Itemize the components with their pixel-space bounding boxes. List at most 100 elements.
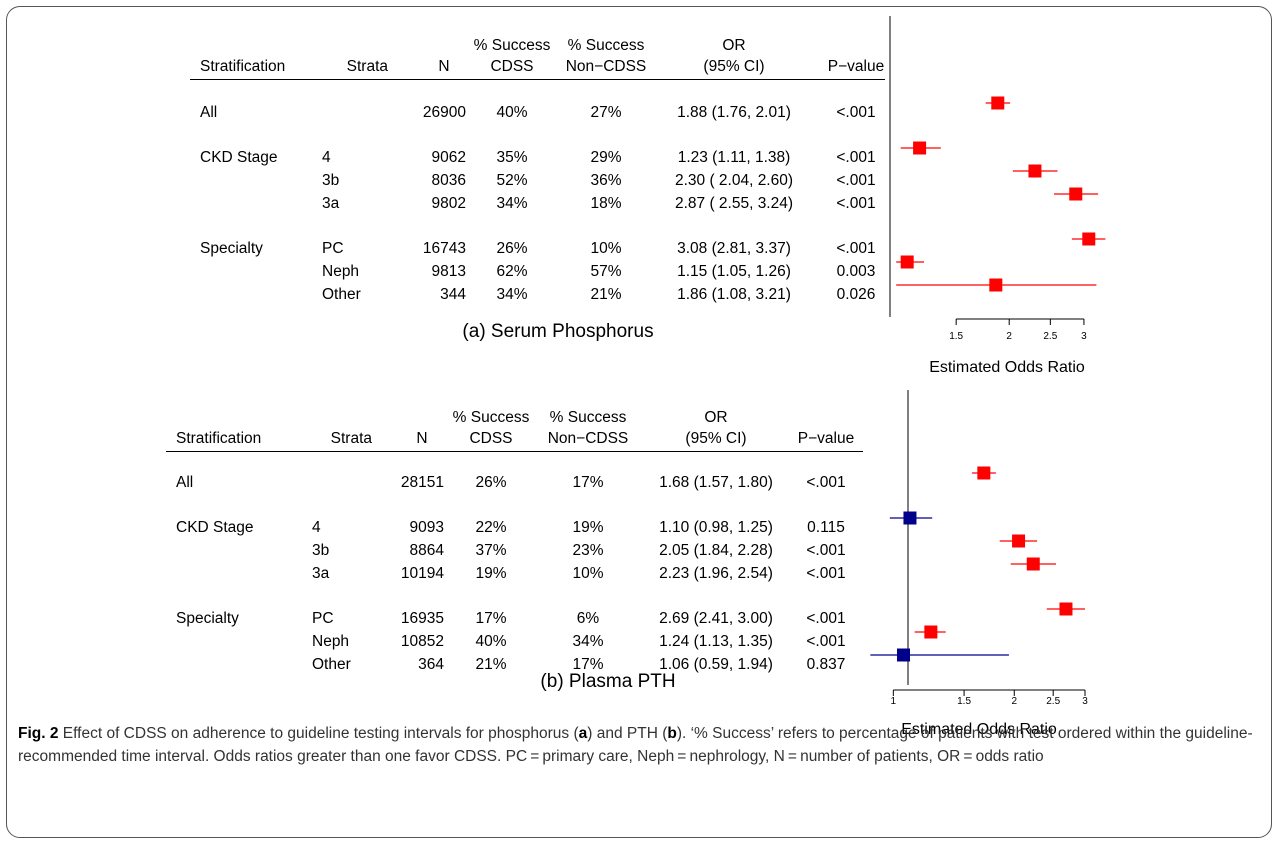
figure-frame — [6, 6, 1272, 838]
row-strata: 3a — [312, 565, 330, 582]
x-tick-label: 2.5 — [1043, 331, 1057, 342]
row-n: 9813 — [431, 263, 466, 280]
row-pvalue: <.001 — [806, 565, 846, 582]
row-or-ci: 2.30 ( 2.04, 2.60) — [674, 172, 794, 189]
header-stratification: Stratification — [176, 430, 262, 447]
row-noncdss-success: 57% — [590, 263, 622, 280]
row-pvalue: <.001 — [836, 240, 876, 257]
row-pvalue: 0.003 — [836, 263, 876, 280]
row-pvalue: <.001 — [836, 104, 876, 121]
row-n: 10194 — [400, 565, 444, 582]
row-n: 8864 — [409, 542, 444, 559]
row-cdss-success: 34% — [496, 195, 528, 212]
forest-plot: 1 1.5 2 2.5 3 Estimated Odds Ratio — [870, 390, 1088, 738]
row-cdss-success: 40% — [475, 633, 507, 650]
row-or-ci: 2.23 (1.96, 2.54) — [659, 565, 773, 582]
row-cdss-success: 17% — [475, 610, 507, 627]
estimate-marker — [1026, 557, 1040, 571]
caption-text: Effect of CDSS on adherence to guideline… — [18, 725, 1253, 765]
row-pvalue: <.001 — [806, 633, 846, 650]
header-noncdss-line2: Non−CDSS — [565, 58, 647, 75]
header-noncdss-line1: % Success — [549, 409, 627, 426]
row-strata: Neph — [312, 633, 350, 650]
estimate-marker — [1059, 602, 1073, 616]
panel-a: Stratification Strata N % Success CDSS % Succ… — [0, 0, 1281, 380]
row-or-ci: 1.06 (0.59, 1.94) — [659, 656, 773, 673]
caption-part: a — [578, 725, 588, 742]
row-or-ci: 1.24 (1.13, 1.35) — [659, 633, 773, 650]
row-n: 344 — [440, 286, 466, 303]
row-pvalue: 0.837 — [806, 656, 846, 673]
row-cdss-success: 40% — [496, 104, 528, 121]
row-pvalue: <.001 — [836, 149, 876, 166]
row-cdss-success: 34% — [496, 286, 528, 303]
row-pvalue: 0.026 — [836, 286, 876, 303]
row-n: 364 — [418, 656, 444, 673]
row-pvalue: 0.115 — [807, 519, 845, 536]
forest-plot: 1.5 2 2.5 3 Estimated Odds Ratio — [889, 16, 1106, 376]
row-noncdss-success: 34% — [572, 633, 604, 650]
panel-subtitle: (b) Plasma PTH — [540, 671, 676, 692]
row-or-ci: 1.88 (1.76, 2.01) — [677, 104, 791, 121]
header-cdss-line2: CDSS — [490, 58, 534, 75]
row-noncdss-success: 23% — [572, 542, 604, 559]
row-n: 16743 — [422, 240, 466, 257]
header-or-line2: (95% CI) — [703, 58, 765, 75]
header-cdss-line2: CDSS — [469, 430, 513, 447]
row-noncdss-success: 21% — [590, 286, 622, 303]
row-n: 10852 — [400, 633, 444, 650]
row-n: 16935 — [400, 610, 444, 627]
x-axis-label: Estimated Odds Ratio — [929, 359, 1085, 376]
caption-label: Fig. 2 — [18, 725, 59, 742]
estimate-marker — [913, 141, 927, 155]
row-or-ci: 2.87 ( 2.55, 3.24) — [674, 195, 794, 212]
x-tick-label: 2 — [1011, 696, 1017, 707]
header-noncdss-line2: Non−CDSS — [547, 430, 629, 447]
x-tick-label: 1 — [891, 696, 897, 707]
estimate-marker — [977, 466, 991, 480]
row-group-label: All — [176, 474, 194, 491]
row-n: 26900 — [422, 104, 466, 121]
row-strata: 4 — [322, 149, 331, 166]
row-pvalue: <.001 — [806, 610, 846, 627]
row-n: 9093 — [409, 519, 444, 536]
caption-part: Effect of CDSS on adherence to guideline… — [58, 725, 579, 742]
row-pvalue: <.001 — [836, 172, 876, 189]
row-or-ci: 1.15 (1.05, 1.26) — [677, 263, 791, 280]
row-or-ci: 3.08 (2.81, 3.37) — [677, 240, 791, 257]
panel-b: Stratification Strata N % Success CDSS % Succ… — [0, 380, 1281, 738]
row-noncdss-success: 18% — [590, 195, 622, 212]
row-group-label: All — [200, 104, 218, 121]
row-n: 8036 — [431, 172, 466, 189]
panel-subtitle: (a) Serum Phosphorus — [462, 321, 654, 342]
caption-part: ) and PTH ( — [587, 725, 668, 742]
row-group-label: CKD Stage — [200, 149, 278, 166]
row-strata: Other — [312, 656, 351, 673]
row-strata: 3b — [312, 542, 330, 559]
row-strata: PC — [312, 610, 334, 627]
header-or-line1: OR — [722, 37, 746, 54]
row-noncdss-success: 29% — [590, 149, 622, 166]
row-strata: 3a — [322, 195, 340, 212]
header-pvalue: P−value — [797, 430, 855, 447]
row-strata: Other — [322, 286, 361, 303]
header-noncdss-line1: % Success — [567, 37, 645, 54]
row-group-label: Specialty — [200, 240, 263, 257]
x-tick-label: 1.5 — [957, 696, 971, 707]
row-cdss-success: 62% — [496, 263, 528, 280]
row-cdss-success: 22% — [475, 519, 507, 536]
row-noncdss-success: 17% — [572, 656, 604, 673]
row-strata: 3b — [322, 172, 340, 189]
row-or-ci: 1.68 (1.57, 1.80) — [659, 474, 773, 491]
row-strata: Neph — [322, 263, 360, 280]
row-group-label: CKD Stage — [176, 519, 254, 536]
header-rule — [190, 79, 885, 80]
header-stratification: Stratification — [200, 58, 286, 75]
estimate-marker — [903, 511, 917, 525]
estimate-marker — [1012, 534, 1026, 548]
row-noncdss-success: 6% — [576, 610, 600, 627]
x-tick-label: 1.5 — [949, 331, 963, 342]
estimate-marker — [1082, 232, 1096, 246]
row-strata: 4 — [312, 519, 321, 536]
caption-part: b — [667, 725, 677, 742]
